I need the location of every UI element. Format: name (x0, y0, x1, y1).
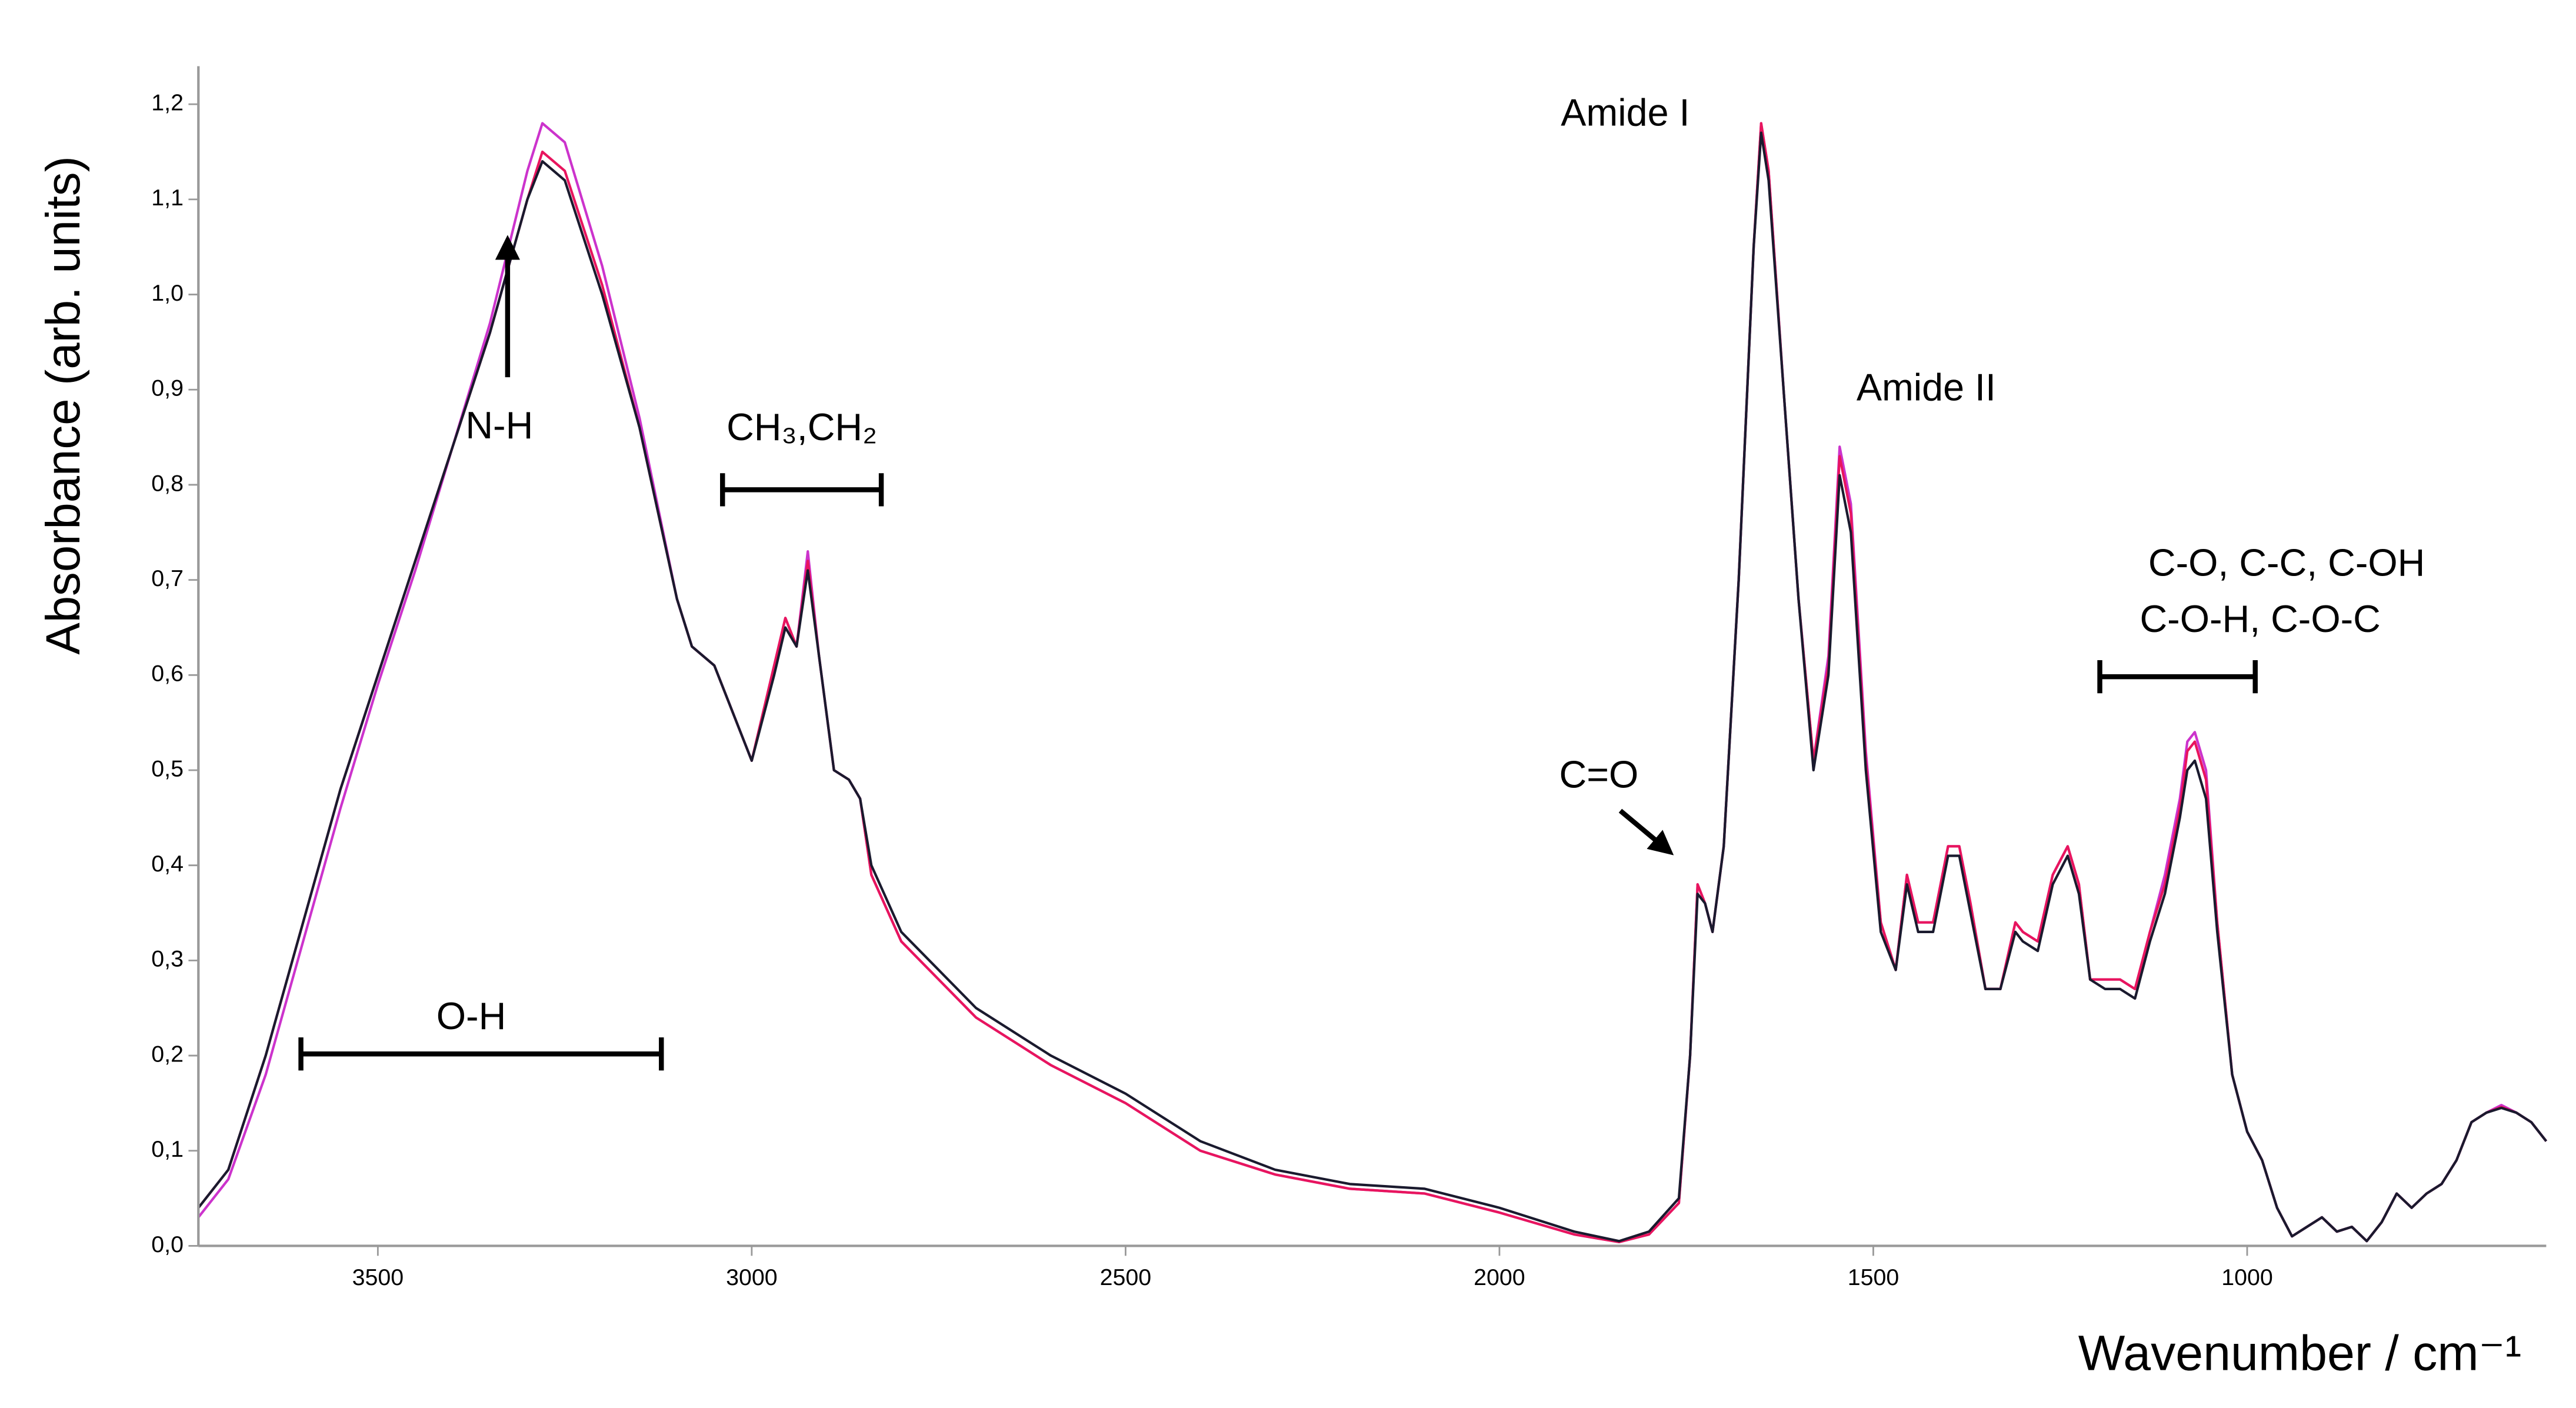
x-tick-label: 2500 (1100, 1264, 1152, 1290)
y-tick-label: 0,2 (151, 1041, 184, 1067)
x-tick-label: 1000 (2221, 1264, 2273, 1290)
annotation: C-O-H, C-O-C (2140, 597, 2381, 640)
y-tick-label: 1,1 (151, 185, 184, 211)
y-tick-label: 0,3 (151, 946, 184, 972)
annotation: CH₃,CH₂ (727, 405, 877, 448)
brackets (298, 235, 2258, 1071)
y-axis-title: Absorbance (arb. units) (36, 156, 90, 654)
bracket (2097, 660, 2258, 694)
x-tick-label: 3000 (726, 1264, 778, 1290)
annotation: N-H (465, 404, 533, 447)
y-tick-label: 0,6 (151, 661, 184, 687)
x-tick-label: 1500 (1848, 1264, 1899, 1290)
spectrum-line (197, 122, 2548, 1244)
y-tick-label: 0,4 (151, 851, 184, 877)
x-tick-label: 3500 (352, 1264, 404, 1290)
bracket (720, 473, 884, 507)
y-tick-label: 0,9 (151, 375, 184, 401)
annotation: Amide II (1857, 365, 1996, 408)
bracket (298, 1037, 664, 1071)
x-tick-label: 2000 (1474, 1264, 1525, 1290)
y-tick-label: 0,1 (151, 1136, 184, 1162)
x-axis-title: Wavenumber / cm⁻¹ (2078, 1325, 2521, 1380)
y-tick-label: 0,5 (151, 755, 184, 781)
annotation: C=O (1559, 753, 1639, 795)
y-tick-label: 0,7 (151, 565, 184, 591)
annotation: C-O, C-C, C-OH (2148, 541, 2425, 584)
spectrum-line (197, 122, 2548, 1244)
annotation: O-H (436, 994, 506, 1037)
arrow (1618, 808, 1674, 856)
annotation: Amide I (1561, 91, 1689, 134)
y-tick-label: 1,0 (151, 280, 184, 306)
spectrum-line (197, 131, 2548, 1243)
y-tick-label: 0,0 (151, 1231, 184, 1257)
plot-area (197, 122, 2548, 1244)
y-tick-label: 0,8 (151, 470, 184, 496)
y-tick-label: 1,2 (151, 90, 184, 116)
